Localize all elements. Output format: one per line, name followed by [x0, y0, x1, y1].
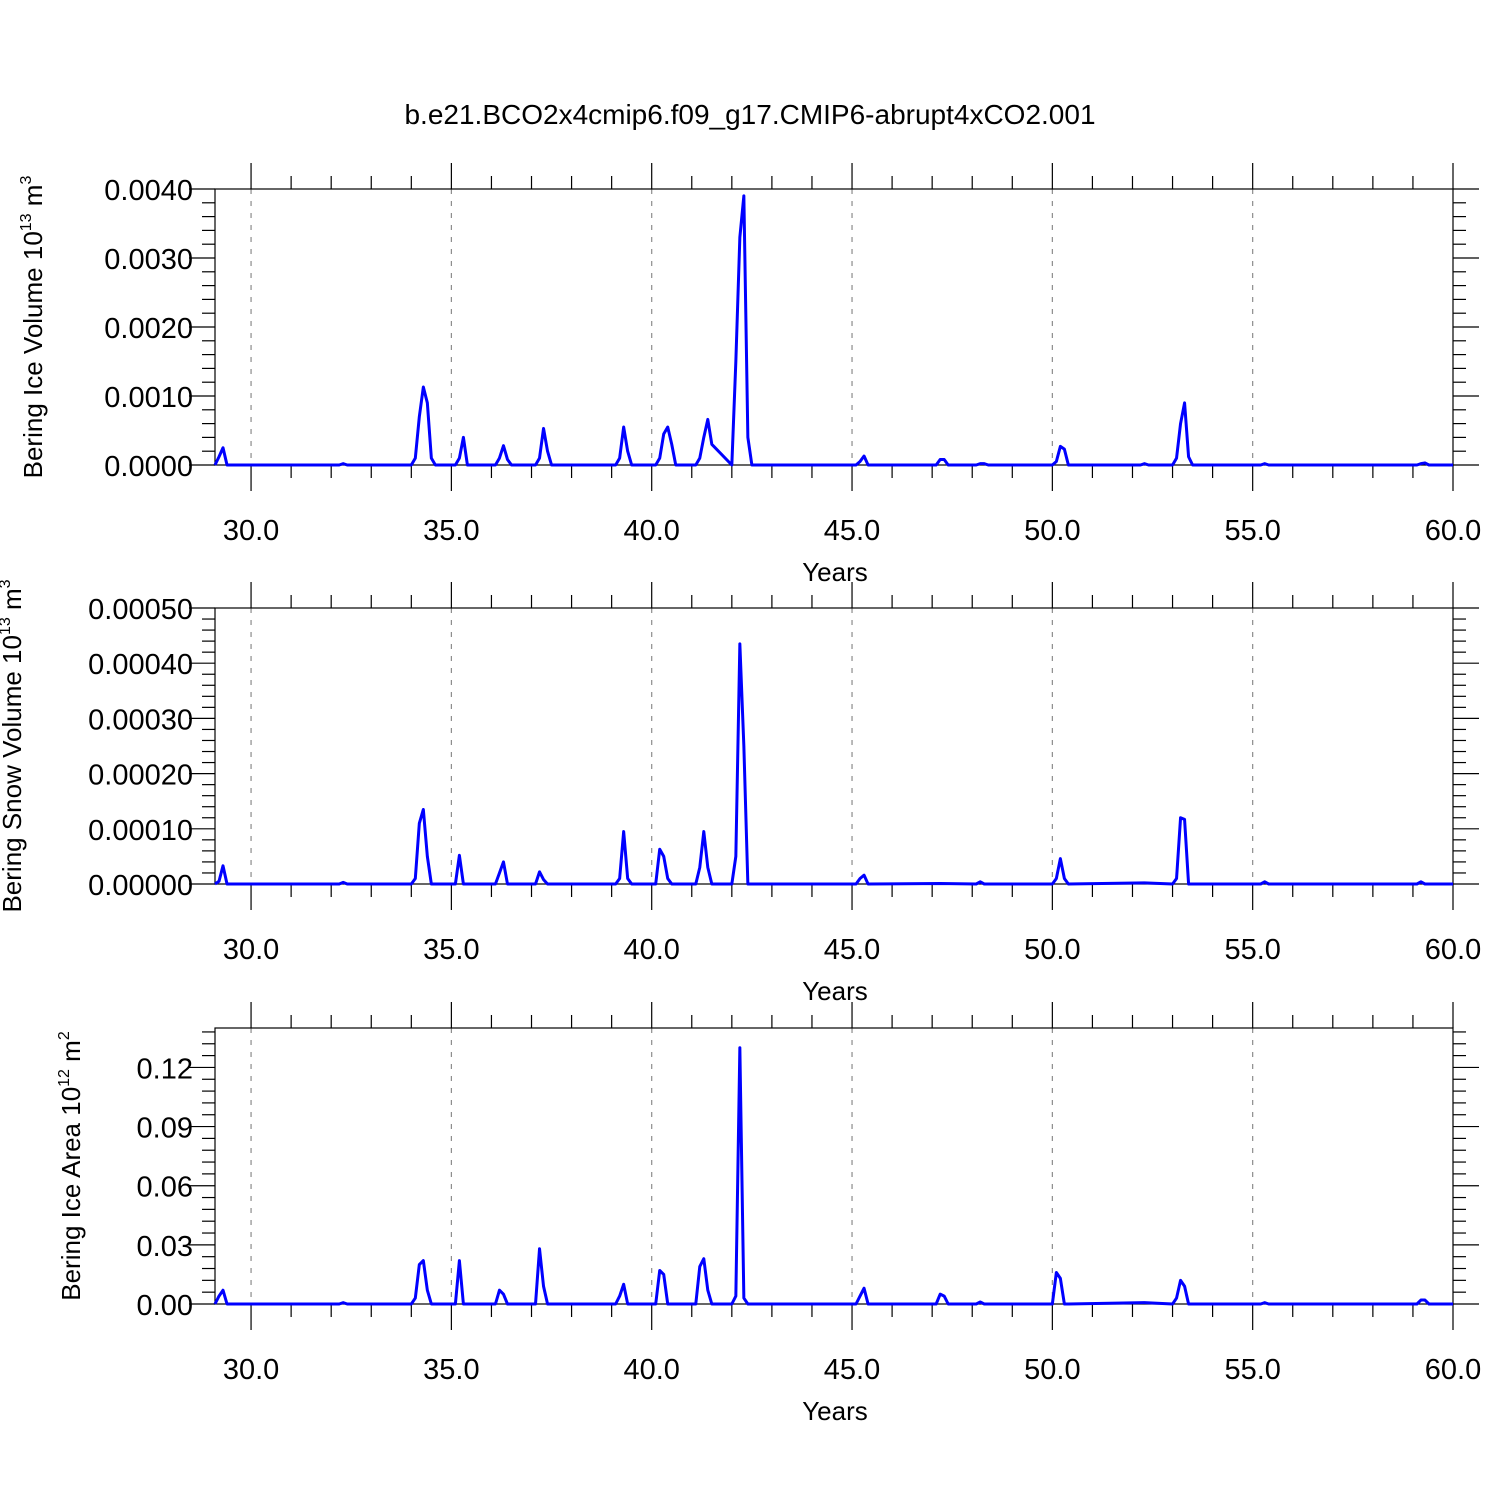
y-tick-label: 0.00000 [88, 870, 193, 902]
chart-title: b.e21.BCO2x4cmip6.f09_g17.CMIP6-abrupt4x… [404, 99, 1095, 130]
y-tick-label: 0.09 [137, 1113, 193, 1145]
y-tick-label: 0.00010 [88, 815, 193, 847]
x-tick-label: 45.0 [824, 934, 880, 966]
x-tick-label: 40.0 [623, 934, 679, 966]
x-tick-label: 50.0 [1024, 515, 1080, 547]
series-line [213, 1046, 1453, 1306]
plot-frame [214, 1027, 1454, 1305]
y-tick-label: 0.03 [137, 1231, 193, 1263]
y-tick-label: 0.12 [137, 1053, 193, 1085]
panel-2: 30.0 35.0 40.0 45.0 50.0 55.0 60.0 0.00000 0.000… [0, 579, 1481, 1006]
x-tick-label: 45.0 [824, 515, 880, 547]
y-tick-label: 0.0000 [104, 451, 193, 483]
y-tick-label: 0.0010 [104, 382, 193, 414]
x-tick-label: 55.0 [1224, 515, 1280, 547]
x-tick-label: 60.0 [1425, 934, 1481, 966]
x-tick-label: 35.0 [423, 1354, 479, 1386]
series-line [214, 642, 1453, 886]
x-axis-label: Years [802, 557, 868, 587]
y-axis-label: Bering Ice Area 1012 m2 [56, 1031, 86, 1301]
y-axis-label: Bering Snow Volume 1013 m3 [0, 579, 27, 912]
x-tick-label: 60.0 [1425, 515, 1481, 547]
x-tick-label: 30.0 [223, 515, 279, 547]
x-tick-label: 60.0 [1425, 1354, 1481, 1386]
x-tick-label: 50.0 [1024, 1354, 1080, 1386]
y-tick-label: 0.00040 [88, 649, 193, 681]
x-tick-label: 40.0 [623, 515, 679, 547]
y-tick-label: 0.06 [137, 1172, 193, 1204]
plot-frame [214, 188, 1454, 466]
x-tick-label: 30.0 [223, 1354, 279, 1386]
y-tick-label: 0.0020 [104, 313, 193, 345]
y-tick-label: 0.0040 [104, 175, 193, 207]
y-tick-label: 0.0030 [104, 244, 193, 276]
x-tick-label: 50.0 [1024, 934, 1080, 966]
y-tick-label: 0.00050 [88, 594, 193, 626]
x-tick-label: 55.0 [1224, 934, 1280, 966]
y-axis-label: Bering Ice Volume 1013 m3 [18, 176, 48, 479]
plot-frame [214, 607, 1454, 885]
x-tick-label: 30.0 [223, 934, 279, 966]
series-line [213, 194, 1453, 467]
x-tick-label: 45.0 [824, 1354, 880, 1386]
x-tick-label: 40.0 [623, 1354, 679, 1386]
x-tick-label: 55.0 [1224, 1354, 1280, 1386]
panel-1: 30.0 35.0 40.0 45.0 50.0 55.0 60.0 0.0000 0.0010… [18, 163, 1481, 587]
y-tick-label: 0.00020 [88, 760, 193, 792]
x-axis-label: Years [802, 976, 868, 1006]
x-tick-label: 35.0 [423, 515, 479, 547]
panels: 30.0 35.0 40.0 45.0 50.0 55.0 60.0 0.0000 0.0010… [0, 163, 1481, 1426]
y-tick-label: 0.00030 [88, 704, 193, 736]
y-tick-label: 0.00 [137, 1290, 193, 1322]
x-tick-label: 35.0 [423, 934, 479, 966]
panel-3: 30.0 35.0 40.0 45.0 50.0 55.0 60.0 0.00 0.03 0.06… [56, 1002, 1481, 1426]
x-axis-label: Years [802, 1396, 868, 1426]
